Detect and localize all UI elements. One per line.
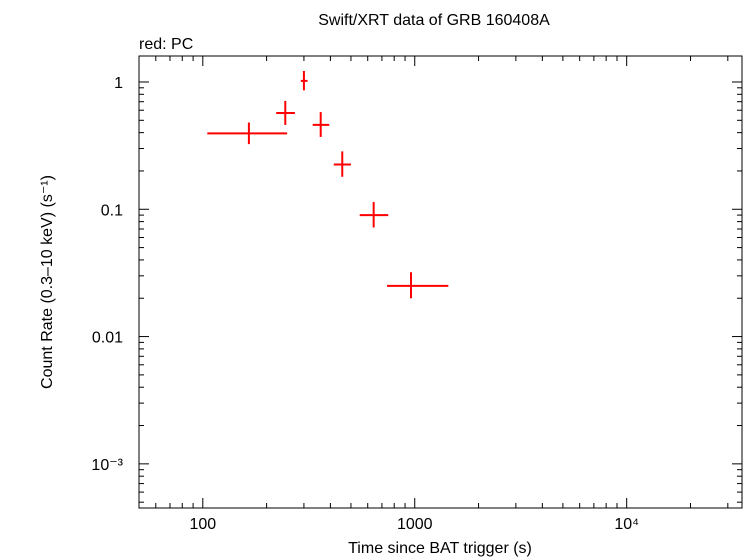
y-tick-label: 1 [114, 75, 123, 92]
chart-title: Swift/XRT data of GRB 160408A [318, 12, 550, 29]
x-axis-ticks [138, 56, 729, 508]
x-tick-label: 1000 [397, 516, 433, 533]
x-axis-tick-labels: 100 1000 10⁴ [189, 516, 639, 533]
data-point [300, 70, 308, 91]
chart-subtitle: red: PC [139, 36, 193, 53]
y-tick-label: 0.01 [92, 330, 123, 347]
data-points [207, 70, 449, 299]
y-tick-label: 10⁻³ [91, 457, 123, 474]
data-point [276, 100, 295, 125]
y-tick-label: 0.1 [101, 202, 123, 219]
y-axis-ticks [139, 81, 742, 503]
plot-frame [138, 55, 743, 509]
x-tick-label: 100 [189, 516, 216, 533]
data-point [312, 112, 330, 137]
data-point [333, 151, 351, 177]
data-point [207, 122, 288, 145]
x-axis-label: Time since BAT trigger (s) [348, 540, 532, 557]
y-axis-tick-labels: 1 0.1 0.01 10⁻³ [91, 75, 123, 474]
x-tick-label: 10⁴ [614, 516, 639, 533]
data-point [359, 202, 389, 228]
y-axis-label: Count Rate (0.3–10 keV) (s⁻¹) [39, 175, 56, 389]
data-point [387, 272, 449, 299]
